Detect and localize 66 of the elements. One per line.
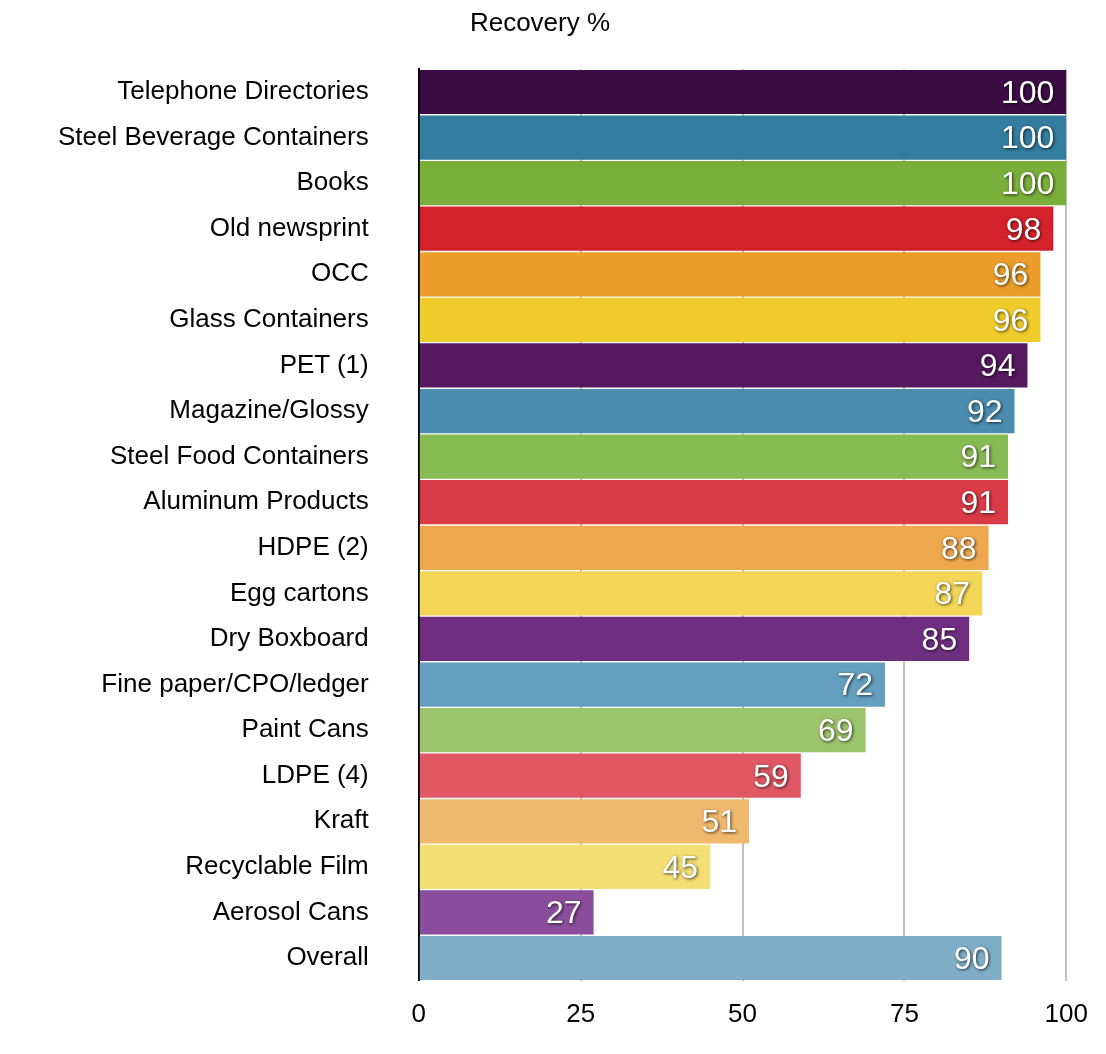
y-tick-label: Overall: [286, 941, 369, 972]
bar: [419, 708, 866, 753]
data-label: 98: [1005, 210, 1042, 247]
bar: [419, 662, 885, 707]
bar: [419, 297, 1041, 342]
data-label: 100: [1000, 73, 1055, 110]
bar: [419, 935, 1002, 981]
bar: [419, 753, 801, 798]
y-tick-label: PET (1): [279, 348, 369, 379]
bar: [419, 388, 1015, 434]
y-tick-label: Books: [296, 166, 369, 197]
data-label: 90: [953, 939, 990, 976]
y-tick-label: Glass Containers: [169, 303, 369, 334]
y-tick-label: OCC: [310, 257, 369, 288]
data-label: 91: [960, 484, 997, 521]
y-tick-label: Dry Boxboard: [209, 622, 369, 653]
bar: [419, 343, 1028, 388]
bar: [419, 115, 1067, 160]
y-tick-label: HDPE (2): [257, 530, 369, 561]
y-tick-label: Fine paper/CPO/ledger: [101, 667, 370, 698]
data-label: 87: [934, 575, 971, 612]
data-label: 72: [837, 666, 873, 703]
bar: [419, 69, 1067, 115]
bar: [419, 525, 989, 570]
data-label: 92: [966, 392, 1003, 429]
x-axis-title: Recovery %: [469, 6, 611, 37]
data-label: 59: [753, 757, 789, 794]
x-tick-label: 25: [566, 997, 596, 1028]
y-tick-label: Magazine/Glossy: [169, 394, 369, 425]
data-label: 45: [662, 848, 699, 885]
bar: [419, 206, 1054, 251]
y-tick-label: Telephone Directories: [117, 75, 369, 106]
data-label: 85: [921, 620, 958, 657]
y-tick-label: Aerosol Cans: [212, 895, 369, 926]
bar: [419, 844, 711, 889]
data-label: 51: [701, 803, 737, 840]
x-tick-label: 100: [1044, 997, 1089, 1028]
data-label: 100: [1000, 164, 1055, 201]
data-label: 88: [941, 529, 977, 566]
x-tick-label: 0: [411, 997, 426, 1028]
data-label: 94: [979, 347, 1016, 384]
data-label: 91: [960, 438, 997, 475]
data-label: 69: [817, 711, 854, 748]
bar: [419, 616, 970, 662]
y-tick-label: Recyclable Film: [185, 850, 369, 881]
y-tick-label: Egg cartons: [229, 576, 369, 607]
bar: [419, 434, 1009, 479]
data-label: 96: [992, 256, 1029, 293]
bar: [419, 890, 594, 935]
bar: [419, 480, 1009, 525]
data-label: 27: [545, 894, 582, 931]
y-tick-label: Aluminum Products: [143, 485, 369, 516]
y-tick-label: Kraft: [313, 804, 370, 835]
bar: [419, 799, 749, 844]
data-label: 96: [992, 301, 1029, 338]
x-tick-label: 50: [728, 997, 757, 1028]
y-tick-label: Old newsprint: [209, 211, 370, 242]
bar: [419, 252, 1041, 297]
y-tick-label: LDPE (4): [261, 758, 369, 789]
y-tick-label: Steel Beverage Containers: [57, 120, 369, 151]
bar: [419, 571, 983, 616]
y-tick-label: Steel Food Containers: [110, 439, 369, 470]
data-label: 100: [1000, 119, 1055, 156]
y-tick-label: Paint Cans: [241, 713, 369, 744]
bar: [419, 161, 1067, 206]
x-tick-label: 75: [889, 997, 919, 1028]
